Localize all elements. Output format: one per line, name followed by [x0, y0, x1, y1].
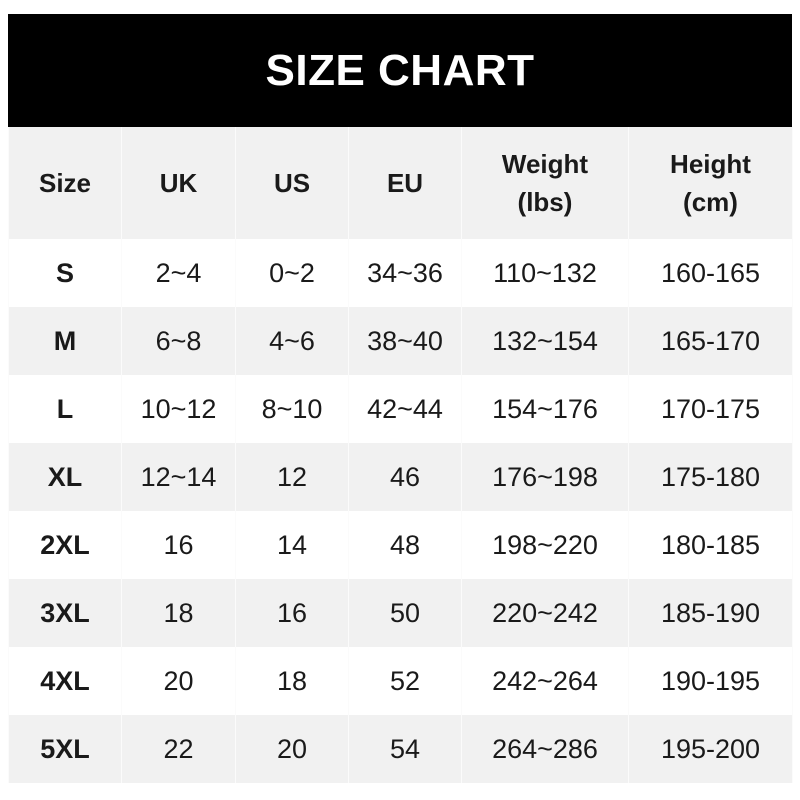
header-label: EU [386, 168, 424, 198]
header-unit: (cm) [683, 187, 738, 217]
table-row: M 6~8 4~6 38~40 132~154 165-170 [8, 307, 793, 375]
cell-height: 190-195 [628, 647, 793, 715]
cell-size: 5XL [8, 715, 122, 783]
column-header-uk: UK [121, 127, 236, 239]
cell-weight: 176~198 [461, 443, 629, 511]
size-chart: SIZE CHART Size UK US EU Weight (lbs) Height (c… [8, 14, 793, 783]
cell-size: 4XL [8, 647, 122, 715]
cell-size: XL [8, 443, 122, 511]
table-row: 4XL 20 18 52 242~264 190-195 [8, 647, 793, 715]
cell-uk: 12~14 [121, 443, 236, 511]
cell-uk: 20 [121, 647, 236, 715]
cell-eu: 50 [348, 579, 462, 647]
cell-eu: 42~44 [348, 375, 462, 443]
cell-eu: 52 [348, 647, 462, 715]
header-unit: (lbs) [517, 187, 573, 217]
cell-height: 175-180 [628, 443, 793, 511]
cell-weight: 242~264 [461, 647, 629, 715]
header-label: UK [159, 168, 198, 198]
column-header-height: Height (cm) [628, 127, 793, 239]
cell-height: 165-170 [628, 307, 793, 375]
table-row: XL 12~14 12 46 176~198 175-180 [8, 443, 793, 511]
size-table: Size UK US EU Weight (lbs) Height (cm) S 2~4 0~2 3… [8, 127, 793, 783]
cell-height: 195-200 [628, 715, 793, 783]
cell-weight: 198~220 [461, 511, 629, 579]
table-row: 2XL 16 14 48 198~220 180-185 [8, 511, 793, 579]
cell-uk: 10~12 [121, 375, 236, 443]
cell-height: 180-185 [628, 511, 793, 579]
column-header-size: Size [8, 127, 122, 239]
cell-size: 2XL [8, 511, 122, 579]
cell-eu: 48 [348, 511, 462, 579]
header-label: Weight [501, 149, 589, 179]
column-header-eu: EU [348, 127, 462, 239]
cell-height: 170-175 [628, 375, 793, 443]
header-row: Size UK US EU Weight (lbs) Height (cm) [8, 127, 793, 239]
cell-size: L [8, 375, 122, 443]
header-label: US [273, 168, 311, 198]
cell-uk: 6~8 [121, 307, 236, 375]
cell-uk: 16 [121, 511, 236, 579]
cell-us: 14 [235, 511, 349, 579]
cell-us: 20 [235, 715, 349, 783]
cell-eu: 46 [348, 443, 462, 511]
cell-us: 8~10 [235, 375, 349, 443]
cell-weight: 220~242 [461, 579, 629, 647]
column-header-us: US [235, 127, 349, 239]
cell-size: M [8, 307, 122, 375]
table-row: L 10~12 8~10 42~44 154~176 170-175 [8, 375, 793, 443]
cell-weight: 264~286 [461, 715, 629, 783]
cell-us: 0~2 [235, 239, 349, 307]
cell-height: 185-190 [628, 579, 793, 647]
cell-weight: 132~154 [461, 307, 629, 375]
table-row: 5XL 22 20 54 264~286 195-200 [8, 715, 793, 783]
table-row: S 2~4 0~2 34~36 110~132 160-165 [8, 239, 793, 307]
table-row: 3XL 18 16 50 220~242 185-190 [8, 579, 793, 647]
cell-weight: 154~176 [461, 375, 629, 443]
cell-us: 16 [235, 579, 349, 647]
chart-title: SIZE CHART [8, 14, 792, 127]
cell-weight: 110~132 [461, 239, 629, 307]
header-label: Size [38, 168, 92, 198]
cell-us: 12 [235, 443, 349, 511]
cell-height: 160-165 [628, 239, 793, 307]
header-label: Height [670, 149, 751, 179]
cell-eu: 54 [348, 715, 462, 783]
cell-size: S [8, 239, 122, 307]
cell-size: 3XL [8, 579, 122, 647]
cell-us: 18 [235, 647, 349, 715]
cell-uk: 2~4 [121, 239, 236, 307]
cell-uk: 18 [121, 579, 236, 647]
cell-us: 4~6 [235, 307, 349, 375]
column-header-weight: Weight (lbs) [461, 127, 629, 239]
cell-eu: 38~40 [348, 307, 462, 375]
cell-eu: 34~36 [348, 239, 462, 307]
cell-uk: 22 [121, 715, 236, 783]
